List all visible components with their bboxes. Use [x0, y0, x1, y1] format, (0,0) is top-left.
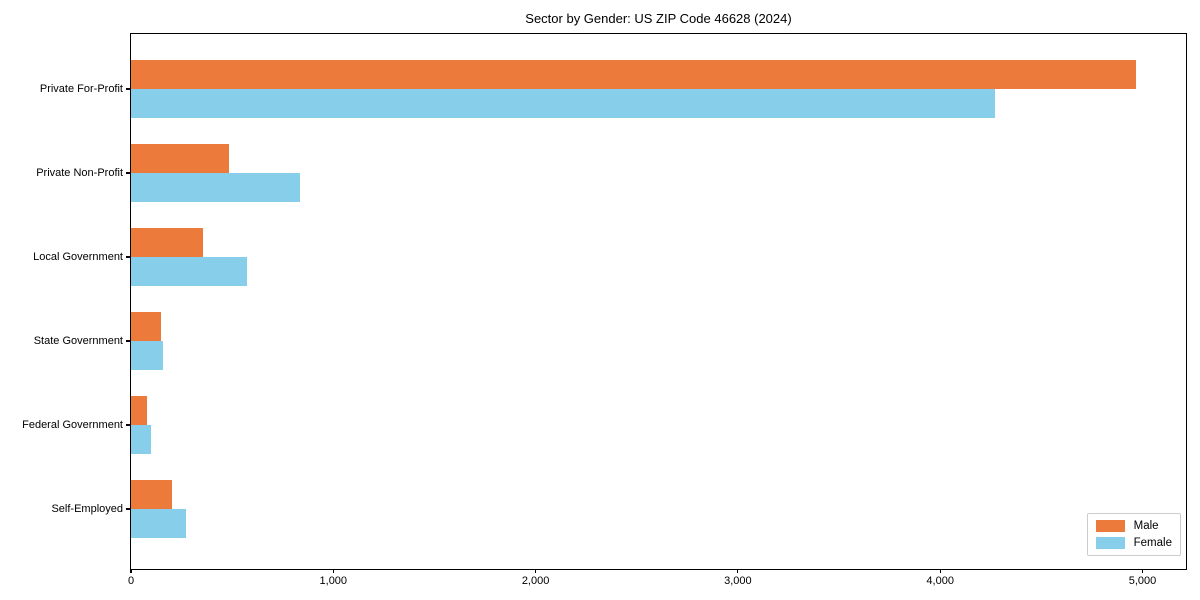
bar-female-self-employed [131, 509, 186, 538]
bar-male-state-government [131, 312, 162, 341]
legend-entry-female: Female [1095, 537, 1172, 549]
xtick-label-2000: 2,000 [521, 575, 550, 587]
legend-swatch-male [1095, 520, 1125, 532]
bar-male-private-non-profit [131, 144, 230, 173]
bar-male-private-for-profit [131, 60, 1137, 89]
bar-male-self-employed [131, 480, 173, 509]
bar-male-local-government [131, 228, 203, 257]
ytick-mark-federal-government [126, 424, 130, 426]
ytick-label-federal-government: Federal Government [22, 419, 123, 431]
ytick-label-private-for-profit: Private For-Profit [39, 83, 123, 95]
legend-entry-male: Male [1095, 520, 1172, 532]
ytick-label-self-employed: Self-Employed [51, 503, 123, 515]
ytick-mark-local-government [126, 256, 130, 258]
bar-female-local-government [131, 257, 248, 286]
bar-female-private-for-profit [131, 89, 995, 118]
ytick-mark-state-government [126, 340, 130, 342]
ytick-mark-private-non-profit [126, 172, 130, 174]
xtick-mark-1000 [332, 569, 334, 573]
ytick-label-state-government: State Government [33, 335, 123, 347]
legend-label-female: Female [1133, 537, 1172, 549]
xtick-mark-3000 [737, 569, 739, 573]
ytick-label-private-non-profit: Private Non-Profit [36, 167, 123, 179]
ytick-label-local-government: Local Government [33, 251, 123, 263]
bar-female-private-non-profit [131, 173, 300, 202]
ytick-mark-private-for-profit [126, 88, 130, 90]
chart-title: Sector by Gender: US ZIP Code 46628 (202… [525, 11, 792, 26]
ytick-mark-self-employed [126, 508, 130, 510]
xtick-label-4000: 4,000 [926, 575, 954, 587]
bar-female-state-government [131, 341, 164, 370]
plot-area: Male Female Private For-Profit Private No… [22, 33, 1187, 587]
xtick-label-0: 0 [127, 575, 135, 587]
legend: Male Female [1086, 513, 1181, 556]
xtick-mark-2000 [534, 569, 537, 573]
bar-female-federal-government [131, 425, 152, 454]
legend-swatch-female [1095, 537, 1125, 549]
legend-label-male: Male [1133, 520, 1159, 532]
xtick-mark-0 [130, 569, 132, 573]
xtick-mark-4000 [939, 569, 941, 573]
xtick-mark-5000 [1141, 569, 1144, 573]
xtick-label-1000: 1,000 [319, 575, 348, 587]
bar-male-federal-government [131, 396, 148, 425]
xtick-label-5000: 5,000 [1128, 575, 1157, 587]
xtick-label-3000: 3,000 [724, 575, 752, 587]
